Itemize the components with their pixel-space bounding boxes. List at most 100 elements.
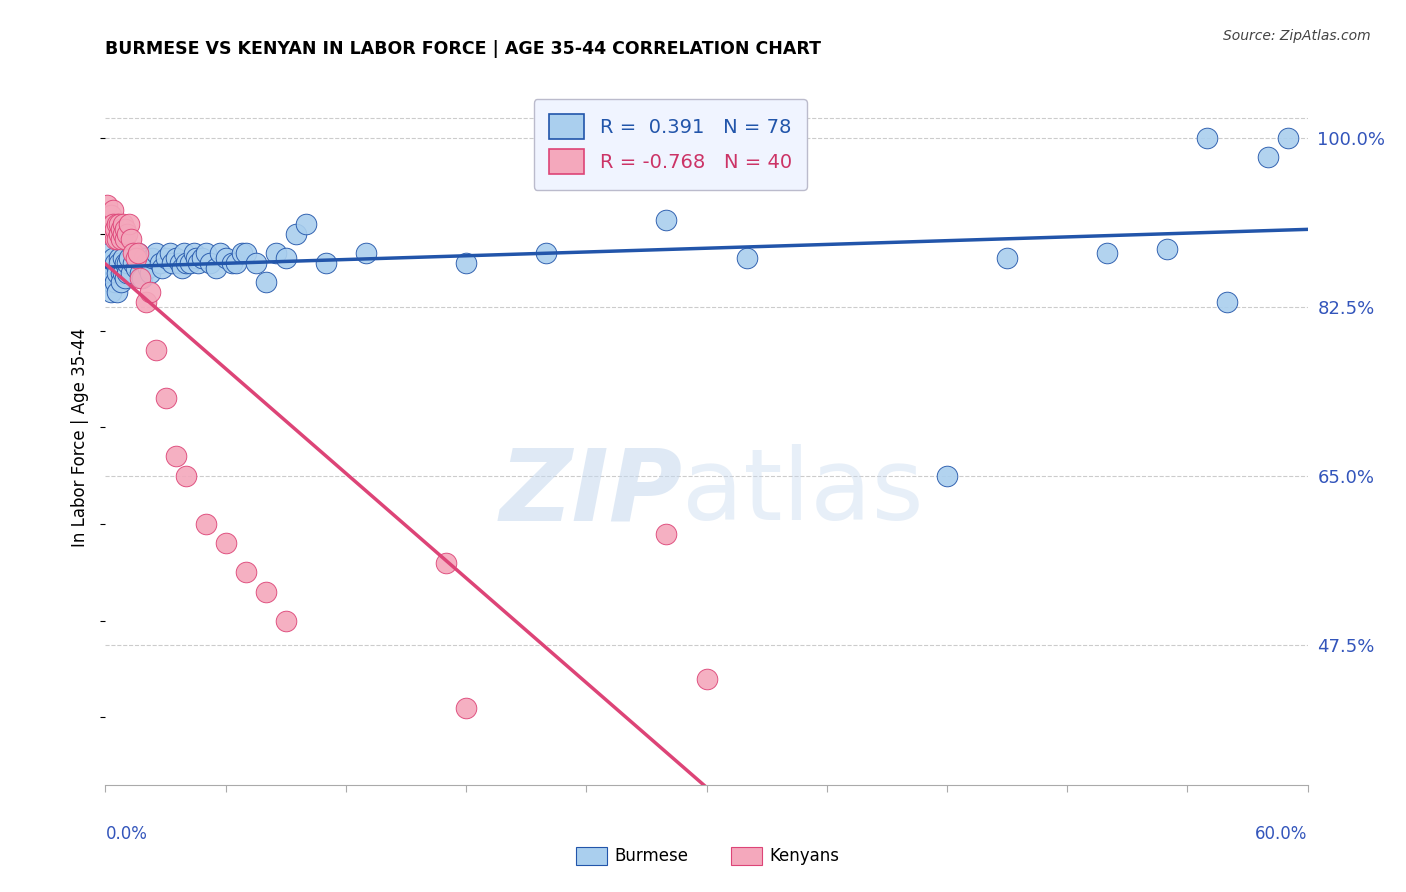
Point <box>155 252 177 266</box>
Point <box>187 256 209 270</box>
Point <box>98 218 121 232</box>
Point <box>110 222 132 236</box>
Bar <box>731 847 762 865</box>
Point <box>117 266 139 280</box>
Point <box>165 450 187 464</box>
Point <box>254 584 277 599</box>
Point <box>1216 294 1239 309</box>
Point <box>214 536 236 550</box>
Bar <box>576 847 607 865</box>
Point <box>454 700 477 714</box>
Point <box>315 256 337 270</box>
Point <box>127 246 149 260</box>
Point <box>208 246 231 260</box>
Point <box>141 252 163 266</box>
Point <box>179 256 201 270</box>
Point <box>104 232 127 246</box>
Point <box>100 285 122 299</box>
Point <box>117 227 139 241</box>
Point <box>204 260 226 275</box>
Point <box>138 285 160 299</box>
Point <box>190 252 212 266</box>
Point <box>112 227 135 241</box>
Point <box>145 246 167 260</box>
Point <box>995 252 1018 266</box>
Point <box>103 202 125 217</box>
Legend: R =  0.391   N = 78, R = -0.768   N = 40: R = 0.391 N = 78, R = -0.768 N = 40 <box>533 99 807 190</box>
Point <box>96 198 118 212</box>
Text: 60.0%: 60.0% <box>1256 825 1308 843</box>
Point <box>214 252 236 266</box>
Point <box>110 276 132 290</box>
Point <box>114 270 136 285</box>
Point <box>121 232 143 246</box>
Point <box>114 256 136 270</box>
Y-axis label: In Labor Force | Age 35-44: In Labor Force | Age 35-44 <box>72 327 90 547</box>
Point <box>295 218 318 232</box>
Point <box>112 252 135 266</box>
Text: 0.0%: 0.0% <box>105 825 148 843</box>
Point <box>108 227 131 241</box>
Point <box>136 260 159 275</box>
Point <box>1156 242 1178 256</box>
Point <box>225 256 247 270</box>
Point <box>155 392 177 406</box>
Point <box>112 218 135 232</box>
Point <box>165 252 187 266</box>
Point <box>145 343 167 357</box>
Point <box>235 566 257 580</box>
Point <box>254 276 277 290</box>
Text: Kenyans: Kenyans <box>769 847 839 865</box>
Point <box>245 256 267 270</box>
Point <box>1257 150 1279 164</box>
Point <box>103 252 125 266</box>
Point <box>159 246 181 260</box>
Point <box>198 256 221 270</box>
Point <box>122 256 145 270</box>
Point <box>100 276 122 290</box>
Point <box>108 252 131 266</box>
Point <box>184 252 207 266</box>
Point <box>122 246 145 260</box>
Point <box>169 256 191 270</box>
Point <box>194 516 217 531</box>
Point <box>174 256 197 270</box>
Point <box>264 246 287 260</box>
Point <box>118 218 141 232</box>
Point <box>108 218 131 232</box>
Point <box>128 266 150 280</box>
Point <box>100 227 122 241</box>
Point <box>655 526 678 541</box>
Point <box>1097 246 1119 260</box>
Point <box>221 256 243 270</box>
Point <box>104 256 127 270</box>
Point <box>696 672 718 686</box>
Point <box>108 256 131 270</box>
Point <box>98 256 121 270</box>
Point <box>110 266 132 280</box>
Point <box>103 266 125 280</box>
Point <box>104 276 127 290</box>
Point <box>104 222 127 236</box>
Point <box>128 270 150 285</box>
Point <box>173 246 195 260</box>
Point <box>98 246 121 260</box>
Point <box>121 266 143 280</box>
Text: Source: ZipAtlas.com: Source: ZipAtlas.com <box>1223 29 1371 43</box>
Point <box>150 260 173 275</box>
Point <box>284 227 307 241</box>
Point <box>114 222 136 236</box>
Point <box>174 468 197 483</box>
Point <box>1197 130 1219 145</box>
Point <box>454 256 477 270</box>
Text: BURMESE VS KENYAN IN LABOR FORCE | AGE 35-44 CORRELATION CHART: BURMESE VS KENYAN IN LABOR FORCE | AGE 3… <box>105 40 821 58</box>
Point <box>107 266 129 280</box>
Point <box>117 256 139 270</box>
Point <box>100 208 122 222</box>
Text: Burmese: Burmese <box>614 847 689 865</box>
Point <box>534 246 557 260</box>
Point <box>124 260 146 275</box>
Point <box>132 252 155 266</box>
Point <box>160 256 183 270</box>
Point <box>274 252 297 266</box>
